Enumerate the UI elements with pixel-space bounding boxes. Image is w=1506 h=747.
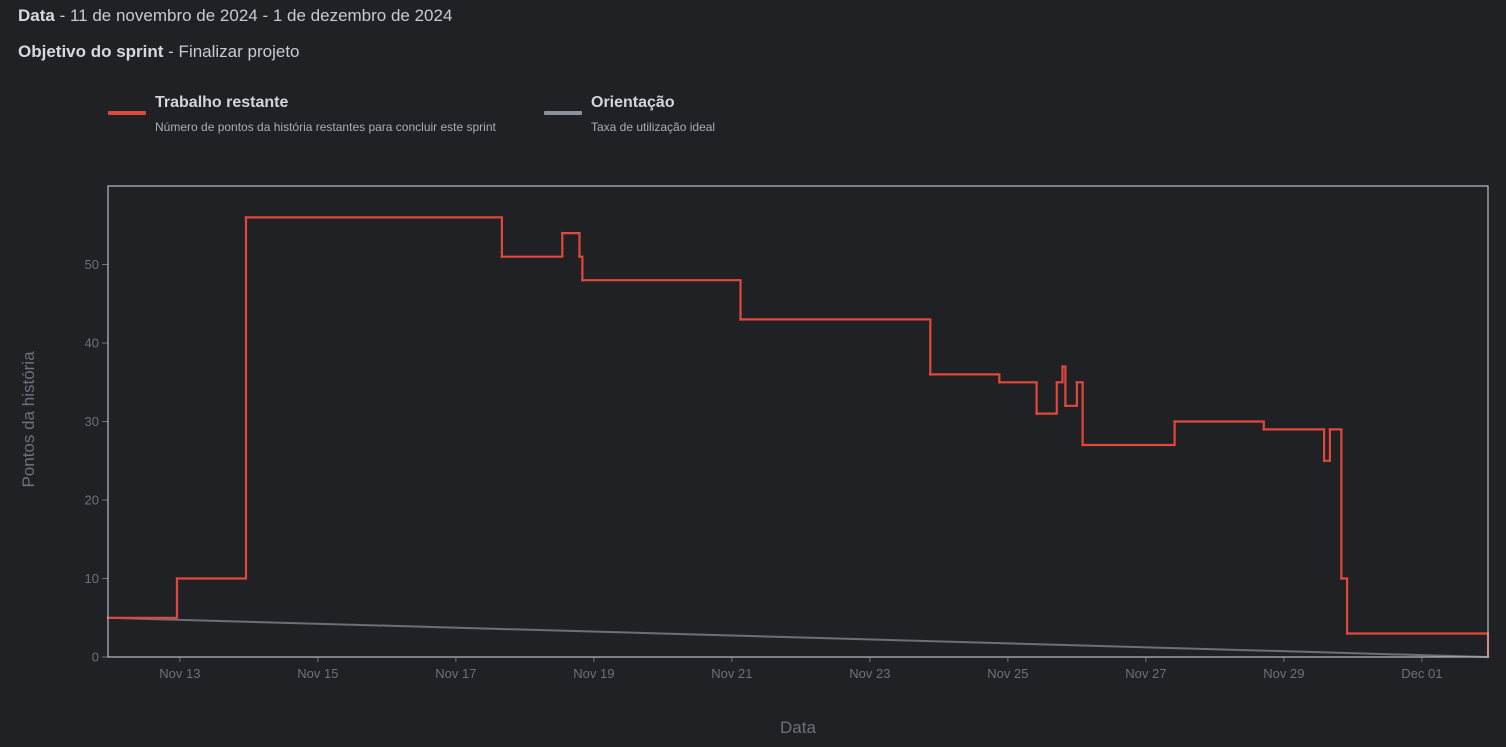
sprint-goal-label: Objetivo do sprint (18, 42, 164, 61)
x-tick-label: Nov 21 (711, 666, 752, 681)
sprint-goal-value: - Finalizar projeto (163, 42, 300, 61)
x-tick-label: Nov 19 (573, 666, 614, 681)
data-point-remaining-work[interactable] (578, 255, 581, 258)
sprint-date-label: Data (18, 6, 55, 25)
x-axis-ticks: Nov 13 Nov 15 Nov 17 Nov 19 Nov 21 Nov 23 Nov … (159, 657, 1442, 681)
data-point-remaining-work[interactable] (1075, 380, 1079, 384)
series-line-guideline (107, 616, 1489, 658)
y-tick-label: 50 (85, 257, 99, 272)
data-point-remaining-work[interactable] (739, 318, 742, 321)
legend-title-remaining-work: Trabalho restante (155, 94, 289, 111)
data-point-remaining-work[interactable] (1328, 428, 1332, 431)
data-point-remaining-work[interactable] (1322, 459, 1326, 463)
sprint-date-value: - 11 de novembro de 2024 - 1 de dezembro… (54, 6, 453, 25)
x-tick-label: Nov 27 (1125, 666, 1166, 681)
x-axis-title: Data (780, 718, 816, 737)
series-line-remaining-work (108, 216, 1490, 657)
data-point-remaining-work[interactable] (1061, 365, 1064, 368)
data-point-remaining-work[interactable] (1262, 428, 1266, 431)
y-tick-label: 0 (92, 650, 99, 665)
sprint-goal-line: Objetivo do sprint - Finalizar projeto (18, 42, 300, 62)
y-axis-ticks: 0 10 20 30 40 50 (85, 257, 108, 665)
data-point-remaining-work[interactable] (244, 216, 248, 219)
x-tick-label: Nov 13 (159, 666, 200, 681)
series-layer (106, 216, 1490, 659)
data-point-remaining-work[interactable] (1035, 412, 1038, 415)
data-point-remaining-work[interactable] (997, 380, 1001, 384)
legend-title-guideline: Orientação (591, 94, 675, 111)
x-tick-label: Nov 23 (849, 666, 890, 681)
data-point-remaining-work[interactable] (560, 231, 564, 235)
legend-swatch-remaining-work (108, 111, 146, 115)
data-point-remaining-work[interactable] (1064, 404, 1067, 408)
y-axis-title: Pontos da história (19, 351, 38, 488)
legend-swatch-guideline (544, 111, 582, 115)
plot-area-frame (107, 185, 1489, 658)
data-point-remaining-work[interactable] (175, 577, 179, 580)
x-tick-label: Nov 15 (297, 666, 338, 681)
data-point-remaining-work[interactable] (1345, 632, 1349, 635)
sprint-date-line: Data - 11 de novembro de 2024 - 1 de dez… (18, 6, 452, 26)
data-point-remaining-work[interactable] (500, 255, 504, 258)
data-point-remaining-work[interactable] (1081, 443, 1084, 447)
x-tick-label: Nov 25 (987, 666, 1028, 681)
x-tick-label: Nov 29 (1263, 666, 1304, 681)
y-tick-label: 10 (85, 571, 99, 586)
x-tick-label: Nov 17 (435, 666, 476, 681)
data-point-remaining-work[interactable] (1340, 577, 1343, 580)
data-point-remaining-work[interactable] (581, 278, 584, 282)
legend-description-remaining-work: Número de pontos da história restantes p… (155, 120, 496, 134)
y-tick-label: 40 (85, 336, 99, 351)
legend-description-guideline: Taxa de utilização ideal (591, 120, 716, 134)
y-tick-label: 20 (85, 493, 99, 508)
y-tick-label: 30 (85, 414, 99, 429)
data-point-remaining-work[interactable] (1173, 420, 1176, 423)
data-point-remaining-work[interactable] (928, 373, 932, 376)
data-point-remaining-work[interactable] (1055, 380, 1059, 384)
x-tick-label: Dec 01 (1401, 666, 1442, 681)
